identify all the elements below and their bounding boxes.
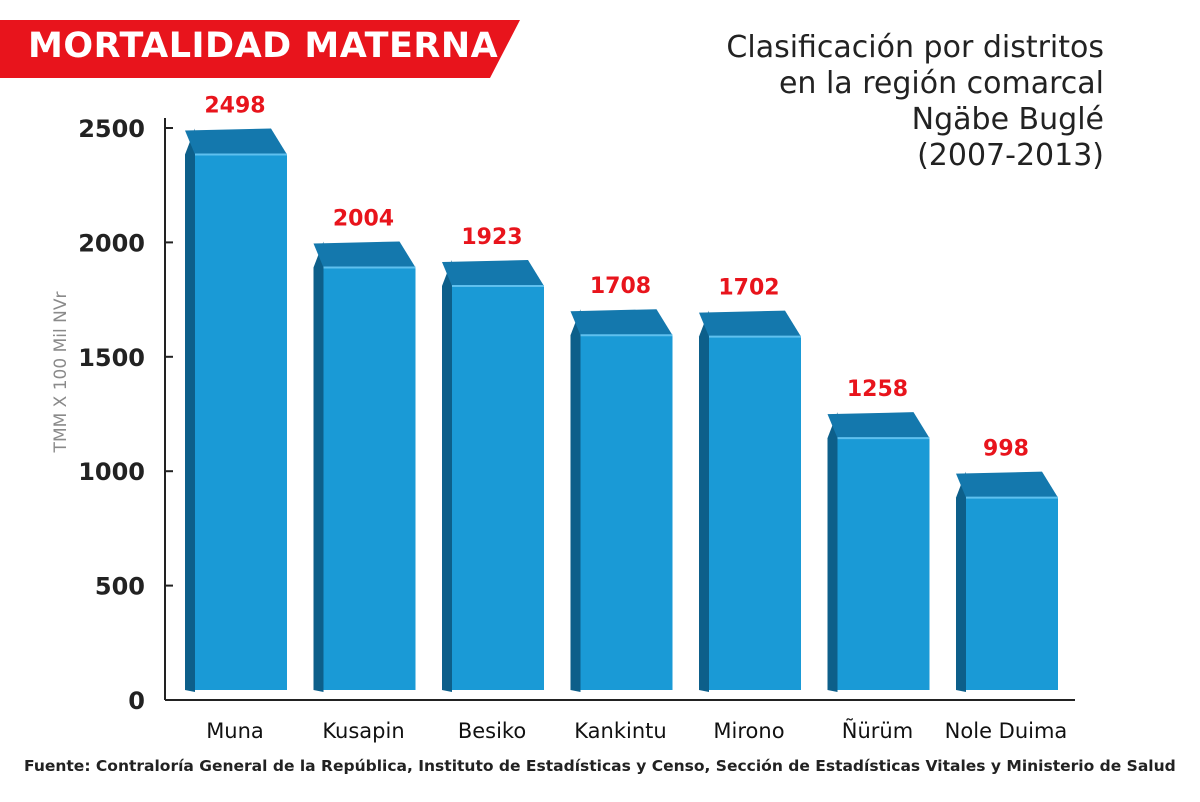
bar-side: [442, 260, 452, 692]
data-label: 998: [983, 437, 1029, 462]
subtitle-line: Ngäbe Buglé: [911, 102, 1104, 137]
y-tick-label: 500: [95, 573, 145, 601]
bar-front: [966, 497, 1058, 690]
y-tick-label: 0: [128, 687, 145, 715]
category-label: Mirono: [713, 719, 784, 743]
subtitle-line: Clasificación por distritos: [726, 30, 1104, 65]
bar-top: [313, 241, 416, 268]
bar-front: [709, 336, 801, 690]
bar-top: [699, 310, 801, 337]
bar-side: [827, 412, 838, 692]
data-label: 1708: [590, 274, 651, 299]
subtitle-line: en la región comarcal: [778, 66, 1104, 101]
bar-side: [570, 309, 581, 692]
bar-front: [195, 154, 287, 691]
category-label: Kankintu: [574, 719, 666, 743]
category-label: Muna: [206, 719, 264, 743]
bar: [185, 128, 287, 693]
bar-side: [313, 241, 324, 692]
bar: [442, 260, 544, 692]
bar: [570, 309, 673, 692]
bar-side: [699, 310, 709, 692]
bar-front: [580, 335, 673, 690]
y-tick-label: 2000: [78, 229, 145, 257]
y-tick-label: 1500: [78, 344, 145, 372]
subtitle-line: (2007-2013): [917, 138, 1104, 173]
bar-side: [185, 128, 195, 693]
source-note: Fuente: Contraloría General de la Repúbl…: [24, 757, 1176, 775]
category-label: Besiko: [458, 719, 526, 743]
bar-front: [837, 438, 930, 690]
category-label: Kusapin: [322, 719, 404, 743]
data-label: 2498: [204, 93, 265, 118]
data-label: 1923: [461, 225, 522, 250]
bar-top: [185, 128, 287, 155]
axes: 0 500 1000 1500 2000 2500 TMM X 100 Mil NVr: [51, 115, 1075, 715]
bar: [699, 310, 801, 692]
bar-top: [956, 471, 1058, 498]
bars: [185, 128, 1058, 693]
category-label: Ñürüm: [842, 717, 913, 743]
data-label: 2004: [333, 206, 394, 231]
bar-side: [956, 471, 966, 692]
bar-top: [827, 412, 930, 439]
y-tick-label: 1000: [78, 458, 145, 486]
bar-top: [442, 260, 544, 287]
bar-front: [323, 267, 416, 690]
data-label: 1258: [847, 377, 908, 402]
bar-front: [452, 286, 544, 690]
bar: [827, 412, 930, 692]
chart-subtitle: Clasificación por distritos en la región…: [674, 30, 1104, 174]
chart-title: MORTALIDAD MATERNA: [28, 26, 499, 66]
data-label: 1702: [718, 276, 779, 301]
y-axis-label: TMM X 100 Mil NVr: [51, 292, 71, 454]
bar: [313, 241, 416, 692]
bar-top: [570, 309, 673, 336]
y-tick-label: 2500: [78, 115, 145, 143]
category-label: Nole Duima: [945, 719, 1068, 743]
title-banner: [0, 20, 520, 78]
labels: 2498 Muna 2004 Kusapin 1923 Besiko 1708 Kankint…: [204, 93, 1067, 743]
bar: [956, 471, 1058, 692]
